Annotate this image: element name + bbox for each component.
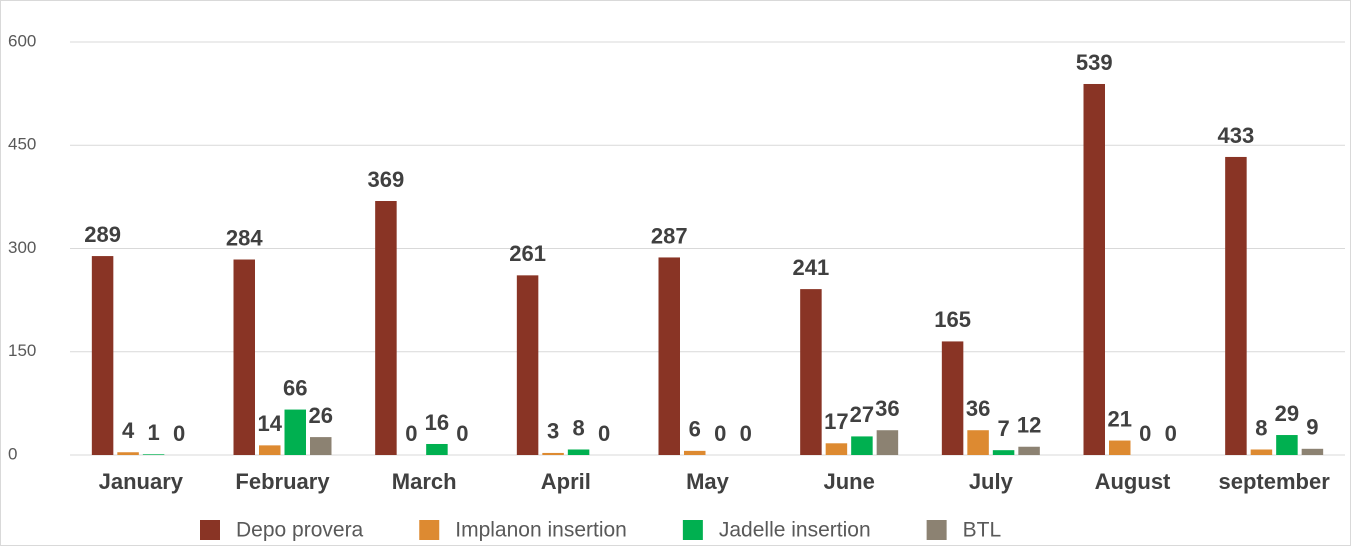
y-tick-label: 150 xyxy=(8,341,36,360)
legend-swatch xyxy=(926,520,947,540)
bar xyxy=(375,201,397,455)
bar xyxy=(1301,448,1324,455)
x-tick-label: July xyxy=(969,469,1014,494)
data-label: 241 xyxy=(793,255,830,280)
data-label: 289 xyxy=(84,222,121,247)
bar xyxy=(851,436,873,455)
bar xyxy=(941,341,964,455)
data-label: 165 xyxy=(934,307,971,332)
data-label: 284 xyxy=(226,225,263,250)
data-label: 14 xyxy=(258,411,283,436)
legend-label: Implanon insertion xyxy=(455,519,627,542)
x-tick-label: January xyxy=(99,469,184,494)
data-label: 29 xyxy=(1275,401,1299,426)
bar xyxy=(992,450,1015,455)
data-label: 4 xyxy=(122,418,135,443)
bar xyxy=(117,452,139,455)
bar xyxy=(142,454,165,455)
bar xyxy=(1083,83,1105,455)
y-tick-label: 600 xyxy=(8,31,36,50)
y-tick-label: 300 xyxy=(8,238,36,257)
data-label: 12 xyxy=(1017,413,1041,438)
bar xyxy=(684,450,706,455)
data-label: 16 xyxy=(425,410,449,435)
bar xyxy=(284,409,306,455)
data-label: 66 xyxy=(283,375,307,400)
bar xyxy=(259,445,281,455)
data-label: 0 xyxy=(456,421,468,446)
data-label: 9 xyxy=(1306,415,1318,440)
data-label: 21 xyxy=(1108,406,1132,431)
data-label: 433 xyxy=(1218,123,1255,148)
data-label: 36 xyxy=(966,396,990,421)
data-label: 36 xyxy=(875,396,899,421)
y-tick-label: 0 xyxy=(8,444,17,463)
bar xyxy=(1250,449,1273,455)
data-label: 7 xyxy=(997,416,1009,441)
data-label: 8 xyxy=(572,415,584,440)
x-tick-label: June xyxy=(823,469,874,494)
bar xyxy=(1276,435,1298,455)
data-label: 8 xyxy=(1255,415,1267,440)
bar xyxy=(825,443,848,455)
bar xyxy=(1109,440,1131,455)
data-label: 27 xyxy=(850,402,874,427)
legend-swatch xyxy=(419,520,440,540)
bar xyxy=(1018,446,1040,455)
legend-swatch xyxy=(200,520,220,540)
data-label: 3 xyxy=(547,419,559,444)
bar xyxy=(310,437,332,455)
legend-label: Jadelle insertion xyxy=(719,519,871,542)
x-tick-label: February xyxy=(235,469,330,494)
data-label: 26 xyxy=(309,403,333,428)
legend-label: BTL xyxy=(963,519,1002,542)
data-label: 0 xyxy=(740,421,752,446)
bar xyxy=(233,259,255,455)
bar xyxy=(567,449,590,455)
data-label: 287 xyxy=(651,223,688,248)
x-tick-label: september xyxy=(1219,469,1331,494)
x-tick-label: August xyxy=(1095,469,1171,494)
data-label: 369 xyxy=(368,167,405,192)
bar xyxy=(967,430,989,455)
x-tick-label: May xyxy=(686,469,730,494)
bar xyxy=(800,289,822,455)
data-label: 0 xyxy=(405,421,417,446)
bar xyxy=(542,452,564,455)
y-tick-label: 450 xyxy=(8,135,36,154)
bar xyxy=(876,430,899,455)
data-label: 261 xyxy=(509,241,546,266)
bar xyxy=(91,256,114,455)
data-label: 0 xyxy=(173,421,185,446)
bar xyxy=(426,443,448,455)
data-label: 6 xyxy=(689,417,701,442)
bar xyxy=(658,257,680,455)
x-tick-label: March xyxy=(392,469,457,494)
bar xyxy=(1225,156,1247,455)
data-label: 0 xyxy=(598,421,610,446)
data-label: 539 xyxy=(1076,50,1113,75)
x-tick-label: April xyxy=(541,469,591,494)
data-label: 1 xyxy=(147,420,159,445)
data-label: 0 xyxy=(1165,421,1177,446)
bar xyxy=(516,275,539,455)
data-label: 17 xyxy=(824,409,848,434)
data-label: 0 xyxy=(714,421,726,446)
legend-swatch xyxy=(682,520,703,540)
data-label: 0 xyxy=(1139,421,1151,446)
legend-label: Depo provera xyxy=(236,519,364,542)
